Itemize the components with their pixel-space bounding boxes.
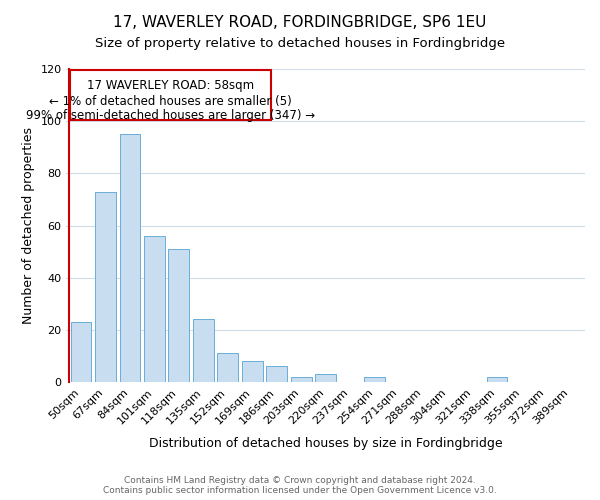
Text: 17 WAVERLEY ROAD: 58sqm: 17 WAVERLEY ROAD: 58sqm [87,80,254,92]
Bar [95,192,116,382]
Bar [71,322,91,382]
Y-axis label: Number of detached properties: Number of detached properties [22,127,35,324]
Bar [70,70,271,120]
Bar [487,377,508,382]
Bar [169,249,189,382]
Bar [119,134,140,382]
Bar [315,374,336,382]
Bar [217,354,238,382]
Bar [242,361,263,382]
Bar [364,377,385,382]
Text: Contains HM Land Registry data © Crown copyright and database right 2024.
Contai: Contains HM Land Registry data © Crown c… [103,476,497,495]
X-axis label: Distribution of detached houses by size in Fordingbridge: Distribution of detached houses by size … [149,437,502,450]
Text: ← 1% of detached houses are smaller (5): ← 1% of detached houses are smaller (5) [49,95,292,108]
Bar [266,366,287,382]
Bar [193,320,214,382]
Text: Size of property relative to detached houses in Fordingbridge: Size of property relative to detached ho… [95,38,505,51]
Text: 99% of semi-detached houses are larger (347) →: 99% of semi-detached houses are larger (… [26,110,315,122]
Bar [291,377,311,382]
Bar [144,236,165,382]
Text: 17, WAVERLEY ROAD, FORDINGBRIDGE, SP6 1EU: 17, WAVERLEY ROAD, FORDINGBRIDGE, SP6 1E… [113,15,487,30]
